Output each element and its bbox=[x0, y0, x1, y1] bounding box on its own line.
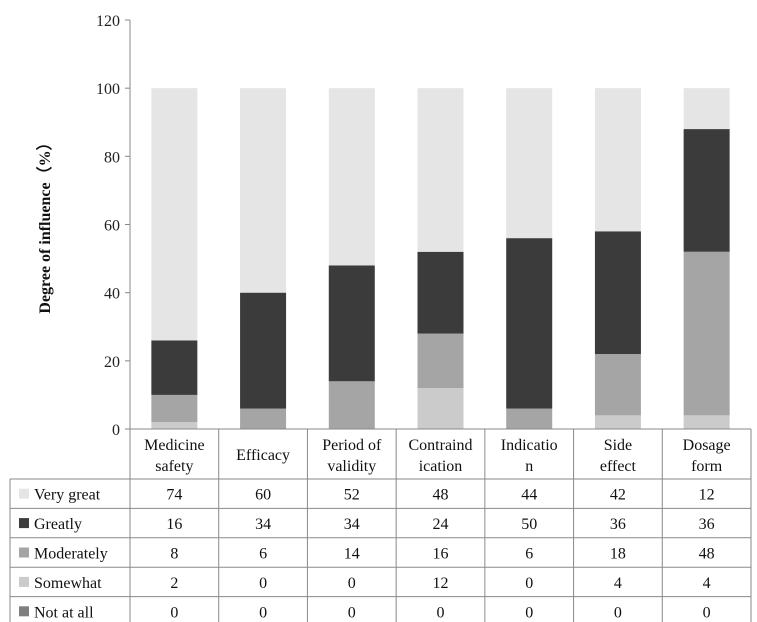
table-value: 0 bbox=[170, 604, 178, 621]
legend-swatch bbox=[19, 488, 29, 499]
y-tick-label: 20 bbox=[104, 354, 120, 371]
bar-segment bbox=[506, 88, 553, 239]
bar-segment bbox=[506, 408, 553, 429]
table-value: 50 bbox=[521, 516, 537, 533]
bar-segment bbox=[328, 381, 375, 429]
y-tick-label: 100 bbox=[96, 81, 120, 98]
table-value: 0 bbox=[437, 604, 445, 621]
table-value: 0 bbox=[259, 604, 267, 621]
table-value: 52 bbox=[344, 487, 360, 504]
bars bbox=[151, 88, 730, 429]
bar-segment bbox=[417, 88, 464, 252]
table-value: 14 bbox=[344, 546, 360, 563]
y-tick-label: 40 bbox=[104, 286, 120, 303]
table-value: 36 bbox=[610, 516, 626, 533]
table-value: 0 bbox=[525, 575, 533, 592]
legend-label: Greatly bbox=[34, 516, 82, 533]
bar-segment bbox=[151, 340, 198, 395]
table-value: 44 bbox=[521, 487, 537, 504]
y-axis: 0 20 40 60 80 100 120 bbox=[96, 13, 131, 439]
legend-swatch bbox=[19, 606, 29, 617]
legend-label: Very great bbox=[34, 487, 101, 504]
legend-swatch bbox=[19, 576, 29, 587]
table-value: 48 bbox=[699, 546, 715, 563]
bar-segment bbox=[240, 88, 287, 293]
category-label: Dosage bbox=[683, 437, 731, 454]
bar-segment bbox=[683, 88, 730, 130]
table-value: 4 bbox=[614, 575, 622, 592]
legend-swatch bbox=[19, 547, 29, 558]
category-label: n bbox=[525, 458, 533, 475]
bar-segment bbox=[151, 394, 198, 423]
table-value: 42 bbox=[610, 487, 626, 504]
bar-segment bbox=[328, 88, 375, 266]
table-value: 16 bbox=[166, 516, 182, 533]
y-tick-label: 0 bbox=[112, 422, 120, 439]
table-value: 0 bbox=[614, 604, 622, 621]
table-value: 34 bbox=[344, 516, 360, 533]
y-axis-label: Degree of influence（%） bbox=[36, 134, 54, 313]
table-value: 0 bbox=[348, 604, 356, 621]
bar-segment bbox=[683, 415, 730, 429]
legend-swatch bbox=[19, 518, 29, 529]
category-label: effect bbox=[600, 458, 637, 475]
data-table: Medicine safety Efficacy Period of validity C… bbox=[9, 428, 752, 622]
y-tick-label: 60 bbox=[104, 218, 120, 235]
table-value: 18 bbox=[610, 546, 626, 563]
legend-label: Not at all bbox=[34, 604, 94, 621]
category-label: Efficacy bbox=[236, 447, 290, 464]
bar-segment bbox=[417, 333, 464, 389]
bar-segment bbox=[594, 231, 641, 355]
bar-segment bbox=[151, 422, 198, 429]
table-value: 12 bbox=[433, 575, 449, 592]
bar-segment bbox=[683, 129, 730, 252]
table-value: 6 bbox=[259, 546, 267, 563]
category-label: Medicine bbox=[144, 437, 204, 454]
bar-segment bbox=[683, 251, 730, 416]
bar-segment bbox=[328, 265, 375, 382]
y-tick-label: 120 bbox=[96, 13, 120, 30]
bar-segment bbox=[240, 292, 287, 409]
table-value: 24 bbox=[433, 516, 449, 533]
y-tick-label: 80 bbox=[104, 149, 120, 166]
bar-segment bbox=[240, 408, 287, 429]
category-label: Indicatio bbox=[501, 437, 558, 454]
bar-segment bbox=[151, 88, 198, 341]
table-value: 4 bbox=[703, 575, 711, 592]
table-value: 0 bbox=[525, 604, 533, 621]
table-value: 36 bbox=[699, 516, 715, 533]
table-value: 16 bbox=[433, 546, 449, 563]
category-label: ication bbox=[419, 458, 463, 475]
bar-segment bbox=[594, 354, 641, 416]
category-label: Period of bbox=[322, 437, 382, 454]
bar-segment bbox=[417, 251, 464, 334]
category-label: Side bbox=[604, 437, 632, 454]
bar-segment bbox=[594, 415, 641, 429]
legend-label: Somewhat bbox=[34, 575, 102, 592]
category-label: Contraind bbox=[409, 437, 473, 454]
table-value: 6 bbox=[525, 546, 533, 563]
table-value: 0 bbox=[259, 575, 267, 592]
bar-segment bbox=[594, 88, 641, 232]
table-value: 12 bbox=[699, 487, 715, 504]
bar-segment bbox=[417, 388, 464, 429]
table-value: 48 bbox=[433, 487, 449, 504]
table-value: 8 bbox=[170, 546, 178, 563]
table-value: 2 bbox=[170, 575, 178, 592]
table-value: 0 bbox=[703, 604, 711, 621]
category-label: form bbox=[691, 458, 723, 475]
category-label: validity bbox=[327, 458, 376, 475]
table-value: 74 bbox=[166, 487, 182, 504]
bar-segment bbox=[506, 238, 553, 409]
table-value: 0 bbox=[348, 575, 356, 592]
table-value: 34 bbox=[255, 516, 271, 533]
table-value: 60 bbox=[255, 487, 271, 504]
category-label: safety bbox=[155, 458, 193, 475]
legend-label: Moderately bbox=[34, 546, 108, 563]
